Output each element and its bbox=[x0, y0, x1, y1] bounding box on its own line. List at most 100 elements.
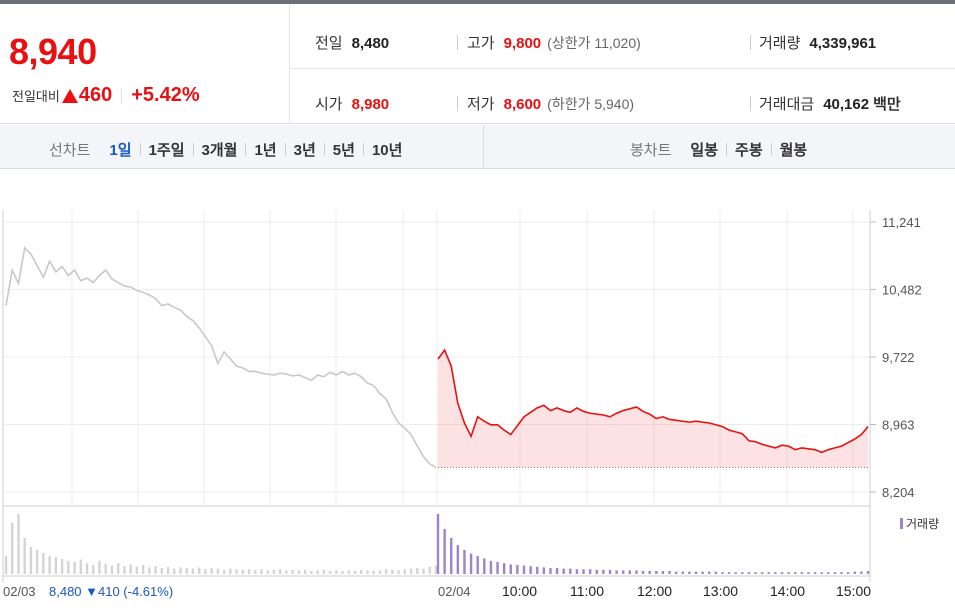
volume-bar-prev bbox=[179, 567, 182, 574]
volume-bar-today bbox=[483, 558, 486, 574]
volume-bar-today bbox=[529, 566, 532, 574]
stat-label: 저가 bbox=[467, 96, 495, 113]
volume-bar-prev bbox=[210, 568, 213, 574]
volume-bar-prev bbox=[160, 568, 163, 574]
change-rate: +5.42% bbox=[131, 84, 200, 106]
divider bbox=[726, 143, 728, 156]
volume-bar-today bbox=[456, 545, 460, 574]
x-tick-label: 15:00 bbox=[836, 583, 871, 599]
tab-3m[interactable]: 3개월 bbox=[201, 142, 238, 159]
x-tick-label: 02/04 bbox=[438, 584, 471, 599]
volume-bar-today bbox=[555, 568, 559, 574]
volume-bar-today bbox=[595, 569, 598, 574]
stat-label: 시가 bbox=[315, 96, 343, 113]
volume-bar-today bbox=[588, 569, 592, 574]
volume-bar-prev bbox=[372, 571, 375, 574]
tab-1y[interactable]: 1년 bbox=[254, 142, 277, 159]
volume-bar-today bbox=[628, 570, 632, 574]
volume-bar-today bbox=[509, 564, 512, 574]
volume-bar-prev bbox=[79, 559, 82, 574]
volume-bar-prev bbox=[11, 523, 14, 574]
low-stat: 저가 8,600 (하한가 5,940) bbox=[467, 93, 634, 114]
volume-bar-prev bbox=[135, 566, 139, 574]
x-tick-label: 11:00 bbox=[570, 583, 604, 599]
volume-bar-prev bbox=[378, 570, 382, 574]
stat-label: 거래대금 bbox=[759, 96, 815, 113]
tab-1w[interactable]: 1주일 bbox=[148, 142, 185, 159]
volume-bar-today bbox=[674, 571, 678, 574]
prev-day-change: 8,480 ▼410 (-4.61%) bbox=[49, 584, 173, 599]
tab-monthly-candle[interactable]: 월봉 bbox=[779, 142, 808, 159]
divider bbox=[457, 96, 458, 111]
volume-bar-prev bbox=[409, 568, 413, 574]
price-chart: 11,241 10,482 9,722 8,963 8,204 거래량 02/03 02/04… bbox=[0, 170, 955, 612]
volume-bar-prev bbox=[279, 569, 282, 574]
volume-bar-today bbox=[655, 571, 658, 574]
divider bbox=[770, 143, 772, 156]
volume-bar-today bbox=[813, 572, 817, 574]
volume-bar-prev bbox=[129, 564, 132, 574]
tab-10y[interactable]: 10년 bbox=[371, 142, 403, 159]
price-stats: 전일 8,480 고가 9,800 (상한가 11,020) 거래량 4,339… bbox=[291, 4, 955, 124]
divider bbox=[245, 143, 247, 156]
divider bbox=[750, 35, 751, 50]
volume-bar-prev bbox=[4, 556, 8, 574]
volume-bar-today bbox=[436, 514, 440, 574]
stat-value: 9,800 bbox=[503, 35, 542, 52]
volume-bar-today bbox=[734, 572, 737, 574]
volume-bar-prev bbox=[67, 560, 70, 574]
volume-bar-prev bbox=[335, 570, 338, 574]
volume-bar-prev bbox=[322, 569, 326, 574]
volume-bar-prev bbox=[247, 569, 251, 574]
volume-bar-prev bbox=[397, 570, 400, 574]
tab-5y[interactable]: 5년 bbox=[332, 142, 355, 159]
stat-label: 전일 bbox=[315, 35, 343, 52]
volume-bar-today bbox=[827, 572, 830, 574]
volume-stat: 거래량 4,339,961 bbox=[759, 32, 876, 53]
volume-bar-today bbox=[860, 571, 863, 574]
tab-1d[interactable]: 1일 bbox=[109, 142, 132, 159]
volume-bar-prev bbox=[428, 566, 431, 574]
divider bbox=[362, 143, 364, 156]
volume-bar-today bbox=[476, 556, 479, 574]
volume-bar-today bbox=[807, 572, 810, 574]
volume-bar-today bbox=[502, 563, 506, 574]
volume-bar-prev bbox=[254, 569, 257, 574]
stat-value: 8,980 bbox=[351, 96, 390, 113]
y-tick-label: 8,204 bbox=[882, 485, 915, 500]
volume-bar-today bbox=[688, 571, 691, 574]
tab-weekly-candle[interactable]: 주봉 bbox=[735, 142, 763, 159]
volume-bar-prev bbox=[260, 569, 263, 574]
volume-bar-today bbox=[489, 560, 493, 574]
today-price-line bbox=[437, 348, 869, 454]
volume-bar-today bbox=[800, 572, 804, 574]
volume-bar-prev bbox=[154, 566, 157, 574]
divider bbox=[284, 143, 286, 156]
volume-bar-prev bbox=[222, 569, 226, 574]
volume-bar-prev bbox=[403, 569, 407, 574]
tab-3y[interactable]: 3년 bbox=[293, 142, 316, 159]
stat-value: 8,480 bbox=[351, 35, 390, 52]
volume-bar-prev bbox=[104, 563, 107, 574]
divider bbox=[750, 96, 751, 111]
volume-bar-today bbox=[562, 568, 565, 574]
divider bbox=[139, 143, 141, 156]
line-chart-tabs: 선차트 1일 1주일 3개월 1년 3년 5년 10년 bbox=[49, 139, 402, 160]
volume-bar-prev bbox=[272, 569, 276, 574]
current-price-box: 8,940 전일대비 460 +5.42% bbox=[0, 4, 290, 124]
change-label: 전일대비 bbox=[12, 89, 60, 104]
volume-bar-today bbox=[496, 562, 499, 574]
candle-chart-tabs: 봉차트 일봉 주봉 월봉 bbox=[630, 139, 807, 160]
line-chart-label: 선차트 bbox=[49, 142, 91, 159]
volume-bar-prev bbox=[347, 570, 350, 574]
volume-bar-prev bbox=[185, 568, 188, 574]
prev-day-info: 8,480 ▼410 (-4.61%) bbox=[49, 584, 173, 599]
tab-daily-candle[interactable]: 일봉 bbox=[690, 142, 719, 159]
volume-bar-today bbox=[582, 569, 585, 574]
volume-bar-today bbox=[794, 572, 797, 574]
volume-bar-prev bbox=[266, 570, 269, 574]
stat-unit: 백만 bbox=[873, 96, 901, 113]
candle-chart-label: 봉차트 bbox=[630, 142, 672, 159]
volume-legend-swatch bbox=[900, 518, 903, 529]
volume-bar-today bbox=[608, 569, 612, 574]
